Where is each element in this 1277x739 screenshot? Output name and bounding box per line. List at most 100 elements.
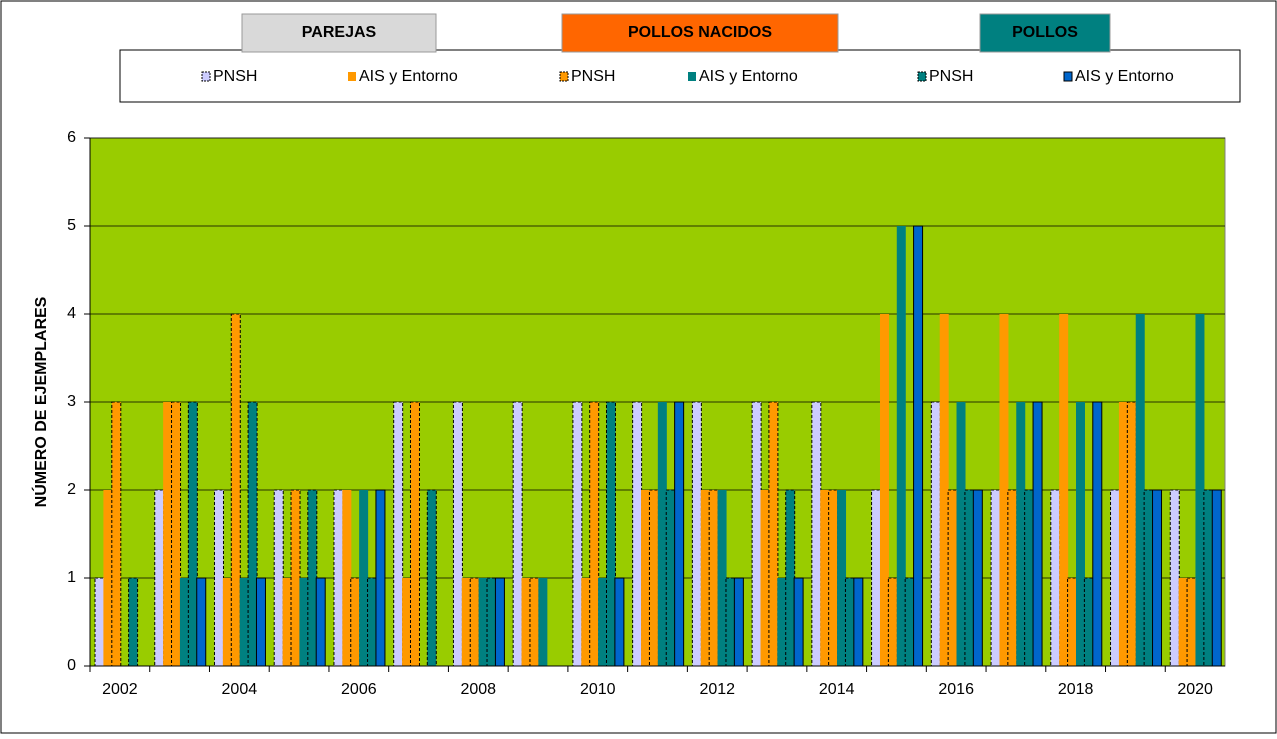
bar (494, 577, 505, 667)
bar (837, 490, 847, 666)
bar (811, 401, 822, 667)
bar (1024, 489, 1035, 667)
x-tick-label: 2012 (699, 681, 735, 698)
bar (187, 401, 198, 667)
x-tick-label: 2020 (1177, 681, 1213, 698)
bar (598, 578, 608, 666)
bar (657, 402, 667, 666)
bar (1016, 402, 1026, 666)
bar (1083, 577, 1094, 667)
bar (1110, 489, 1121, 667)
bar (111, 401, 122, 667)
bar (367, 577, 378, 667)
bar (700, 490, 710, 666)
x-tick-label: 2016 (938, 681, 974, 698)
bar (887, 577, 898, 667)
bar (641, 490, 651, 666)
bar (939, 314, 949, 666)
legend-label: PNSH (213, 68, 257, 85)
bar (964, 489, 975, 667)
legend-swatch (917, 71, 927, 82)
bar (648, 489, 659, 667)
bar (179, 578, 189, 666)
bar (733, 577, 744, 667)
bar (1195, 314, 1205, 666)
bar (605, 401, 616, 667)
bar (239, 578, 249, 666)
bar (972, 489, 983, 667)
bar (990, 489, 1001, 667)
legend-box (119, 49, 1241, 103)
bar (478, 578, 488, 666)
bar (751, 401, 762, 667)
y-tick-label: 4 (67, 305, 76, 322)
x-tick-label: 2010 (580, 681, 616, 698)
bar (307, 489, 318, 667)
bar (247, 401, 258, 667)
bar (1007, 489, 1018, 667)
bar (853, 577, 864, 667)
x-tick-label: 2002 (102, 681, 138, 698)
x-tick-label: 2018 (1058, 681, 1094, 698)
bar (255, 577, 266, 667)
bar (171, 401, 182, 667)
bar (1032, 401, 1043, 667)
bar (1211, 489, 1222, 667)
bar (572, 401, 583, 667)
bar (1118, 402, 1128, 666)
x-tick-label: 2006 (341, 681, 377, 698)
legend-swatch (348, 72, 356, 81)
bar (691, 401, 702, 667)
bar (426, 489, 437, 667)
bar (581, 578, 591, 666)
x-tick-label: 2008 (460, 681, 496, 698)
bar (1067, 577, 1078, 667)
bar (871, 489, 882, 667)
bar (879, 314, 889, 666)
bar (350, 577, 361, 667)
bar (1143, 489, 1154, 667)
bar (230, 313, 241, 667)
x-tick-label: 2014 (819, 681, 855, 698)
bar (94, 577, 105, 667)
y-tick-label: 1 (67, 569, 76, 586)
bar (103, 490, 113, 666)
bar (589, 401, 600, 667)
bar (512, 401, 523, 667)
bar (402, 578, 412, 666)
y-tick-label: 5 (67, 217, 76, 234)
bar (213, 489, 224, 667)
bar (844, 577, 855, 667)
bar (1135, 314, 1145, 666)
bar (282, 578, 292, 666)
bar (904, 577, 915, 667)
legend-swatch (559, 71, 569, 82)
bar (768, 401, 779, 667)
bar (1075, 402, 1085, 666)
bar (315, 577, 326, 667)
bar (128, 577, 139, 667)
group-label: POLLOS (1012, 24, 1078, 41)
bar (1186, 577, 1197, 667)
bar (222, 578, 232, 666)
bar (725, 577, 736, 667)
bar (1059, 314, 1069, 666)
bar (820, 490, 830, 666)
bar (793, 577, 804, 667)
bar (342, 490, 352, 666)
bar (785, 489, 796, 667)
bar (393, 401, 404, 667)
y-tick-label: 3 (67, 393, 76, 410)
bar (956, 402, 966, 666)
group-header (241, 13, 437, 53)
x-tick-label: 2004 (222, 681, 258, 698)
group-label: POLLOS NACIDOS (628, 24, 772, 41)
group-header (979, 13, 1111, 53)
bar (1092, 401, 1103, 667)
bar (273, 489, 284, 667)
bar (614, 577, 625, 667)
bar (163, 402, 173, 666)
bar (930, 401, 941, 667)
bar (708, 489, 719, 667)
bar (154, 489, 165, 667)
